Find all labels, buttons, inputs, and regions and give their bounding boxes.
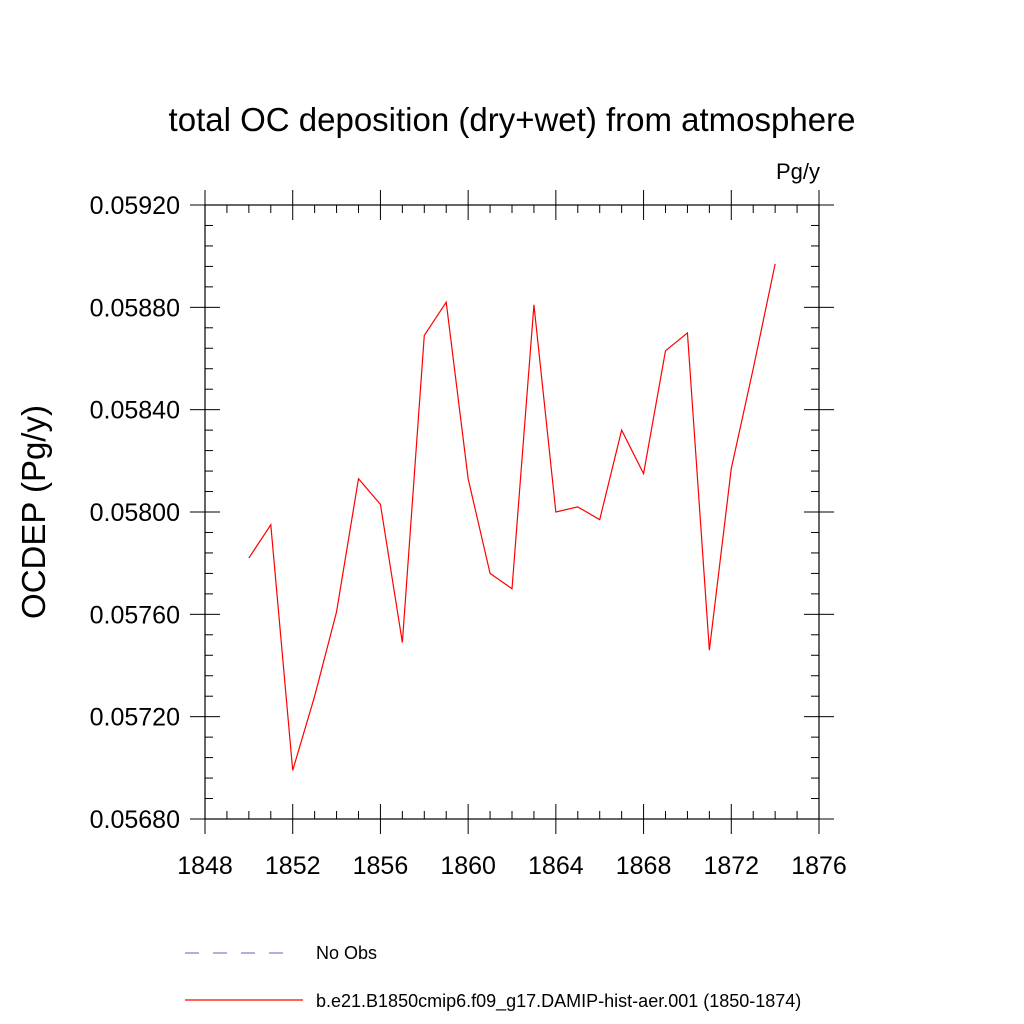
plot-frame [204,204,820,820]
chart-title: total OC deposition (dry+wet) from atmos… [169,101,856,138]
series-line [248,263,776,771]
y-tick-label: 0.05840 [90,397,180,425]
series-layer [248,263,776,771]
x-tick-label: 1852 [265,852,321,880]
y-tick-label: 0.05720 [90,704,180,732]
x-tick-label: 1876 [791,852,847,880]
legend-label-no-obs: No Obs [316,943,377,963]
major-ticks [190,190,834,834]
x-tick-label: 1872 [703,852,759,880]
x-tick-label: 1868 [616,852,672,880]
x-tick-label: 1864 [528,852,584,880]
y-tick-label: 0.05680 [90,806,180,834]
y-tick-label: 0.05880 [90,294,180,322]
legend-label-model: b.e21.B1850cmip6.f09_g17.DAMIP-hist-aer.… [316,991,801,1012]
x-tick-label: 1856 [353,852,409,880]
y-tick-label: 0.05800 [90,499,180,527]
x-tick-label: 1860 [440,852,496,880]
y-axis-label: OCDEP (Pg/y) [15,405,52,619]
legend: No Obs b.e21.B1850cmip6.f09_g17.DAMIP-hi… [185,943,801,1012]
tick-labels: 1848 1852 1856 1860 1864 1868 1872 1876 0.05680 0… [90,192,847,880]
y-tick-label: 0.05920 [90,192,180,220]
y-tick-label: 0.05760 [90,601,180,629]
minor-ticks [205,205,819,819]
units-label: Pg/y [776,159,820,184]
x-tick-label: 1848 [177,852,233,880]
